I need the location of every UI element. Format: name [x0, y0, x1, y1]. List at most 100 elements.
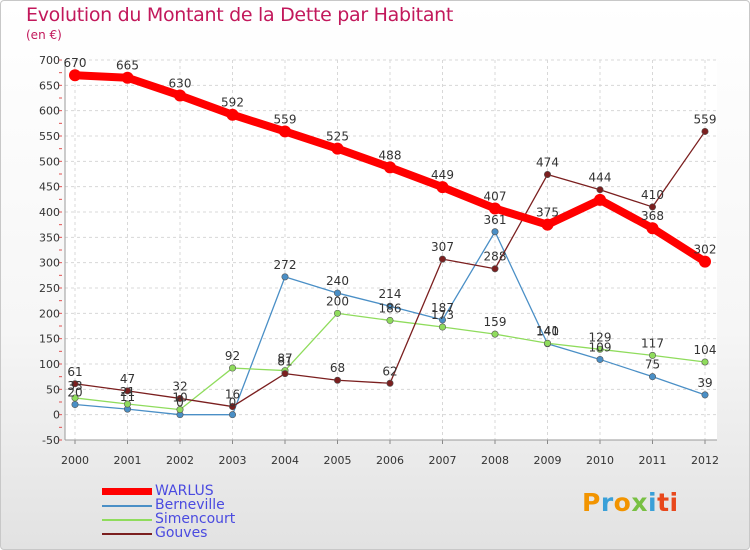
y-tick-label: 350	[39, 231, 60, 244]
y-tick-label: 50	[46, 383, 60, 396]
y-tick-label: 200	[39, 307, 60, 320]
data-label-simencourt: 141	[536, 324, 559, 338]
chart-title: Evolution du Montant de la Dette par Hab…	[26, 4, 454, 26]
logo-letter: i	[669, 488, 679, 517]
data-label-gouves: 444	[589, 171, 612, 185]
logo-letter: t	[657, 488, 670, 517]
data-point-gouves	[281, 370, 289, 378]
y-tick-label: 650	[39, 79, 60, 92]
data-label-gouves: 68	[330, 361, 345, 375]
data-label-berneville: 39	[697, 376, 712, 390]
data-label-berneville: 214	[379, 287, 402, 301]
proxiti-logo: Proxiti	[582, 488, 679, 517]
legend-label-warlus: WARLUS	[155, 483, 214, 499]
x-tick-label: 2002	[166, 454, 194, 467]
x-tick-label: 2012	[691, 454, 719, 467]
y-tick-label: 150	[39, 333, 60, 346]
data-label-berneville: 187	[431, 301, 454, 315]
data-point-warlus	[279, 125, 291, 138]
data-point-berneville	[438, 316, 446, 324]
data-label-gouves: 62	[382, 364, 397, 378]
data-point-berneville	[386, 302, 394, 310]
x-tick-label: 2005	[324, 454, 352, 467]
data-label-gouves: 16	[225, 388, 240, 402]
data-label-simencourt: 21	[120, 385, 135, 399]
data-point-berneville	[333, 289, 341, 297]
data-point-warlus	[436, 181, 449, 194]
x-tick-label: 2007	[429, 454, 457, 467]
data-point-berneville	[491, 228, 499, 236]
y-tick-label: 100	[39, 358, 60, 371]
plot-area	[65, 60, 717, 440]
data-label-warlus: 302	[694, 243, 717, 257]
data-label-warlus: 525	[326, 130, 349, 144]
data-point-warlus	[69, 69, 81, 82]
data-label-gouves: 47	[120, 372, 135, 386]
data-point-warlus	[331, 142, 344, 155]
data-label-warlus: 375	[536, 206, 559, 220]
x-tick-label: 2008	[481, 454, 509, 467]
data-point-warlus	[384, 161, 396, 174]
legend-item-simencourt: Simencourt	[102, 511, 322, 527]
legend-swatch-berneville	[102, 505, 152, 507]
data-point-simencourt	[596, 345, 604, 353]
data-label-berneville: 272	[274, 258, 297, 272]
y-tick-label: 700	[39, 54, 60, 67]
data-point-gouves	[333, 376, 341, 384]
x-tick-label: 2011	[639, 454, 667, 467]
data-label-simencourt: 10	[172, 391, 187, 405]
x-tick-label: 2006	[376, 454, 404, 467]
data-point-warlus	[226, 108, 239, 121]
data-point-warlus	[121, 71, 134, 84]
data-point-berneville	[701, 391, 709, 399]
data-point-gouves	[229, 403, 237, 411]
data-label-warlus: 559	[274, 112, 297, 126]
data-label-simencourt: 173	[431, 308, 454, 322]
legend-item-warlus: WARLUS	[102, 483, 322, 499]
legend: WARLUS Berneville Simencourt Gouves	[102, 483, 322, 541]
data-point-simencourt	[229, 364, 237, 372]
data-label-berneville: 140	[536, 325, 559, 339]
y-tick-label: 500	[39, 155, 60, 168]
x-tick-label: 2001	[114, 454, 142, 467]
data-label-berneville: 0	[229, 396, 237, 410]
x-tick-label: 2004	[271, 454, 299, 467]
data-label-berneville: 361	[484, 213, 507, 227]
data-point-warlus	[541, 218, 554, 231]
data-label-simencourt: 92	[225, 349, 240, 363]
data-label-warlus: 368	[641, 209, 664, 223]
data-label-warlus: 449	[431, 168, 454, 182]
data-point-warlus	[646, 222, 659, 235]
data-point-simencourt	[71, 394, 79, 402]
data-point-simencourt	[386, 316, 394, 324]
legend-label-berneville: Berneville	[155, 497, 225, 513]
data-point-simencourt	[124, 400, 132, 408]
data-label-simencourt: 87	[277, 352, 292, 366]
data-point-warlus	[594, 193, 606, 206]
data-label-gouves: 61	[67, 365, 82, 379]
legend-label-simencourt: Simencourt	[155, 511, 236, 527]
data-label-berneville: 240	[326, 274, 349, 288]
y-tick-label: 550	[39, 130, 60, 143]
x-tick-label: 2003	[219, 454, 247, 467]
y-tick-label: -50	[42, 434, 60, 447]
data-label-simencourt: 186	[379, 301, 402, 315]
data-point-berneville	[281, 273, 289, 281]
data-point-simencourt	[176, 406, 184, 414]
data-point-simencourt	[438, 323, 446, 331]
data-label-warlus: 592	[221, 96, 244, 110]
x-tick-label: 2000	[61, 454, 89, 467]
data-point-gouves	[438, 255, 446, 263]
y-tick-label: 0	[53, 409, 60, 422]
data-point-berneville	[229, 411, 237, 419]
data-point-gouves	[491, 265, 499, 273]
data-point-simencourt	[543, 339, 551, 347]
legend-swatch-gouves	[102, 533, 152, 535]
data-label-gouves: 307	[431, 240, 454, 254]
data-label-berneville: 75	[645, 358, 660, 372]
data-point-berneville	[596, 355, 604, 363]
data-point-gouves	[386, 379, 394, 387]
data-point-gouves	[596, 186, 604, 194]
data-point-gouves	[71, 380, 79, 388]
